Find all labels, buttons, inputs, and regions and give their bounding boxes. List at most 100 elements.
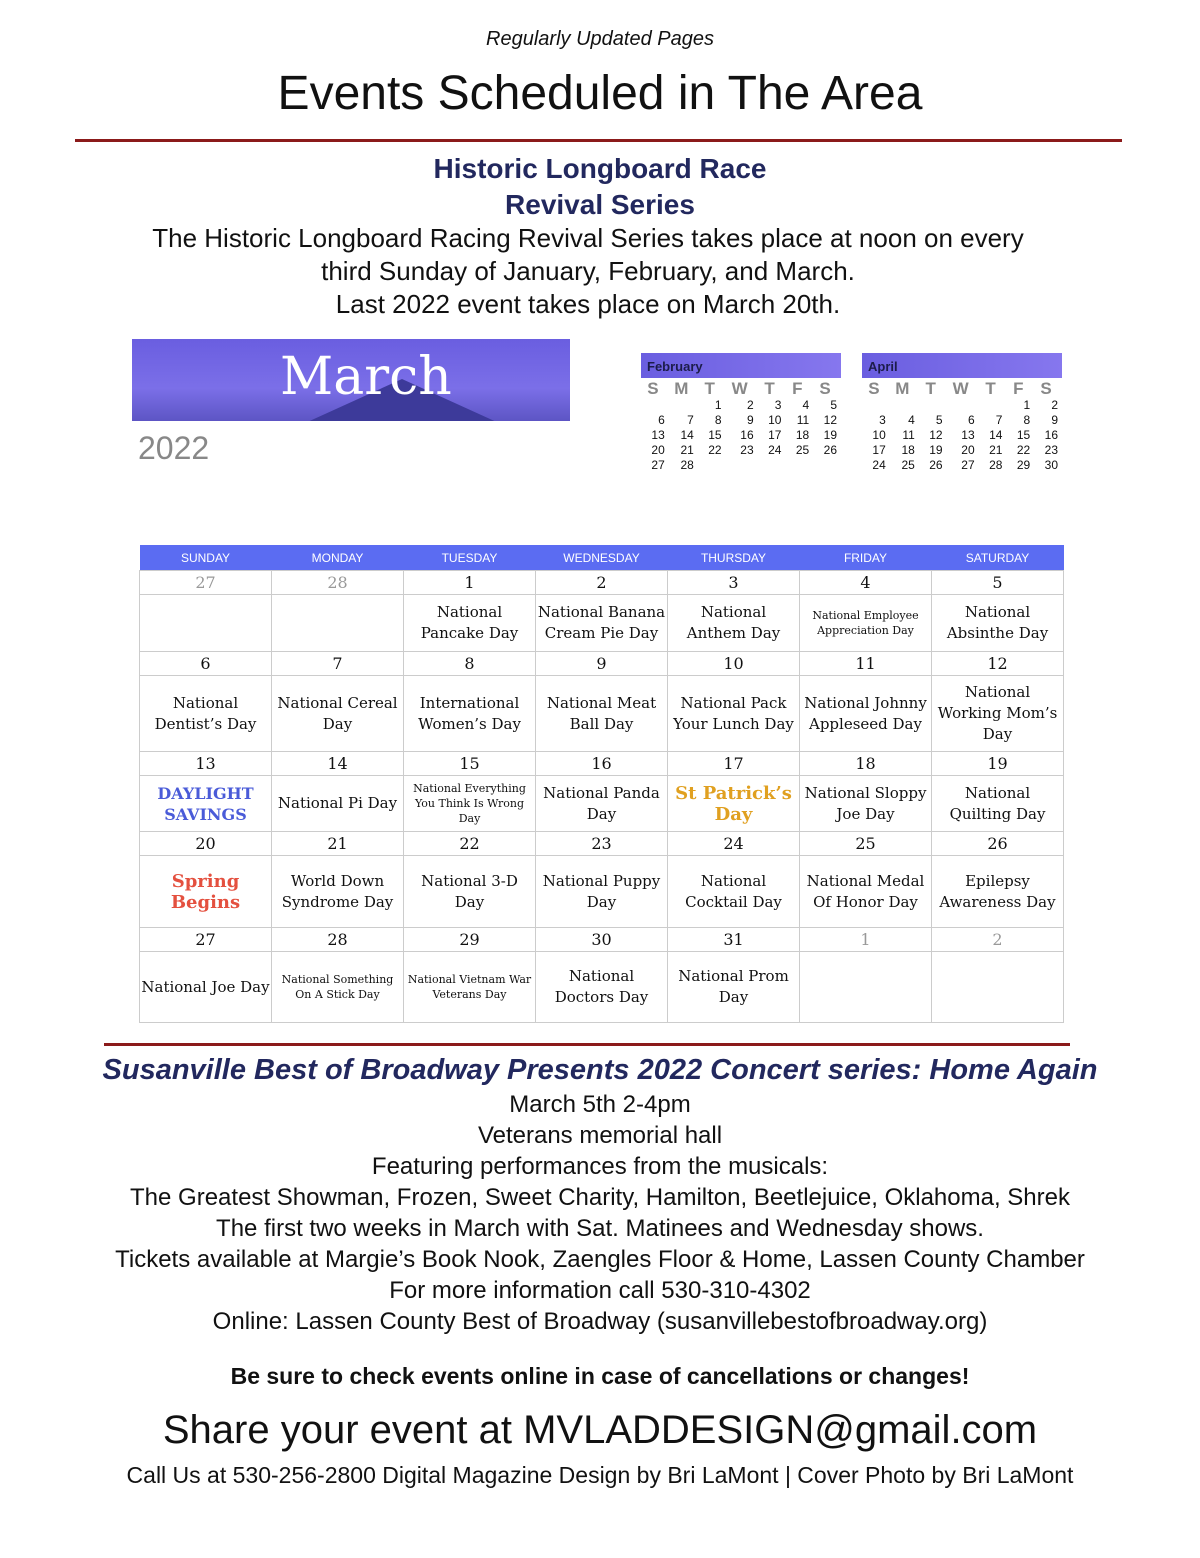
- mini-day: [890, 398, 919, 413]
- event-cell: Epilepsy Awareness Day: [931, 855, 1064, 928]
- mini-day: [785, 458, 813, 473]
- event-cell: National Something On A Stick Day: [271, 951, 404, 1023]
- mini-day: 24: [768, 443, 782, 457]
- date-cell: 23: [535, 831, 668, 856]
- date-cell: 30: [535, 927, 668, 952]
- broadway-details: March 5th 2-4pm Veterans memorial hall Fea…: [0, 1089, 1200, 1337]
- event-cell: National Anthem Day: [667, 594, 800, 652]
- event-cell: National 3-D Day: [403, 855, 536, 928]
- date-cell: 31: [667, 927, 800, 952]
- event-cell: National Working Mom’s Day: [931, 675, 1064, 752]
- weekday-header: MONDAY: [271, 545, 404, 571]
- event-cell: National Vietnam War Veterans Day: [403, 951, 536, 1023]
- mini-day: 6: [658, 413, 665, 427]
- weekday-label: F: [1013, 378, 1024, 398]
- event-cell: National Medal Of Honor Day: [799, 855, 932, 928]
- weekday-label: T: [704, 378, 715, 398]
- weekday-label: S: [819, 378, 831, 398]
- date-cell: 26: [931, 831, 1064, 856]
- mini-calendar-title: February: [641, 353, 841, 378]
- longboard-title: Historic Longboard Race: [433, 153, 767, 184]
- date-cell: 27: [139, 927, 272, 952]
- mini-day: 14: [989, 428, 1003, 442]
- mini-day: 9: [1051, 413, 1058, 427]
- mini-day: 28: [989, 458, 1003, 472]
- month-name: March: [280, 347, 452, 407]
- weekday-label: F: [792, 378, 803, 398]
- event-cell: [271, 594, 404, 652]
- mini-day: 24: [872, 458, 886, 472]
- mini-day: 8: [714, 413, 722, 427]
- date-cell: 21: [271, 831, 404, 856]
- mountain-image: [292, 379, 512, 421]
- mini-calendar-april: April S M T W T F S 1 2 3 4 5 6 7 8 9 10 11 12 13 14 15 16 17 18 1…: [862, 353, 1062, 473]
- weekday-header: SUNDAY: [139, 545, 272, 571]
- date-cell: 29: [403, 927, 536, 952]
- event-cell: National Pi Day: [271, 775, 404, 832]
- mini-day: [919, 398, 947, 413]
- mini-day: 2: [1051, 398, 1058, 412]
- date-cell: 1: [403, 570, 536, 595]
- event-cell: National Meat Ball Day: [535, 675, 668, 752]
- mini-day: 6: [967, 413, 975, 427]
- mini-day: 19: [929, 443, 943, 457]
- mini-day: 16: [740, 428, 754, 442]
- date-cell: 17: [667, 751, 800, 776]
- mini-day: 15: [1016, 428, 1031, 442]
- date-cell: 8: [403, 651, 536, 676]
- text-line: For more information call 530-310-4302: [389, 1277, 811, 1304]
- event-cell: National Banana Cream Pie Day: [535, 594, 668, 652]
- mini-day: 20: [651, 443, 665, 457]
- mini-day: 22: [708, 443, 722, 457]
- weekday-label: S: [647, 378, 659, 398]
- mini-day: [862, 398, 890, 413]
- event-cell: National Employee Appreciation Day: [799, 594, 932, 652]
- mini-day: 13: [961, 428, 975, 442]
- mini-day: 1: [1023, 398, 1031, 412]
- mini-day: 18: [901, 443, 915, 457]
- date-cell: 7: [271, 651, 404, 676]
- cancellation-warning: Be sure to check events online in case o…: [230, 1363, 970, 1389]
- page-title: Events Scheduled in The Area: [277, 67, 923, 120]
- mini-day: 15: [708, 428, 722, 442]
- page-subtitle: Regularly Updated Pages: [486, 28, 714, 50]
- mini-day: [726, 458, 758, 473]
- mini-day: 26: [823, 443, 837, 457]
- event-cell: National Pack Your Lunch Day: [667, 675, 800, 752]
- event-cell: World Down Syndrome Day: [271, 855, 404, 928]
- mini-day: 11: [902, 428, 915, 442]
- mini-day: 3: [879, 413, 886, 427]
- text-line: Featuring performances from the musicals…: [371, 1153, 829, 1180]
- credits-line: Call Us at 530-256-2800 Digital Magazine…: [126, 1462, 1074, 1488]
- date-cell: 4: [799, 570, 932, 595]
- date-cell: 24: [667, 831, 800, 856]
- date-cell: 1: [799, 927, 932, 952]
- longboard-subtitle: Revival Series: [505, 189, 695, 220]
- mini-day: 14: [680, 428, 694, 442]
- date-cell: 5: [931, 570, 1064, 595]
- event-cell: National Johnny Appleseed Day: [799, 675, 932, 752]
- mini-day: 29: [1016, 458, 1031, 472]
- mini-day: 4: [802, 398, 810, 412]
- weekday-label: M: [674, 378, 689, 398]
- share-event-line[interactable]: Share your event at MVLADDESIGN@gmail.co…: [162, 1408, 1038, 1452]
- mini-day: [813, 458, 841, 473]
- weekday-label: T: [985, 378, 996, 398]
- mini-day: [641, 398, 669, 413]
- mini-day: 22: [1016, 443, 1031, 457]
- event-cell: [931, 951, 1064, 1023]
- mini-day: 1: [714, 398, 722, 412]
- event-cell: National Absinthe Day: [931, 594, 1064, 652]
- mini-day: 21: [680, 443, 694, 457]
- weekday-header: THURSDAY: [667, 545, 800, 571]
- event-cell: National Prom Day: [667, 951, 800, 1023]
- mini-day: [698, 458, 726, 473]
- mini-day: 23: [1044, 443, 1058, 457]
- text-line: March 5th 2-4pm: [509, 1091, 691, 1118]
- weekday-label: T: [764, 378, 775, 398]
- event-cell: National Sloppy Joe Day: [799, 775, 932, 832]
- mini-day: 4: [908, 413, 915, 427]
- mini-day: [979, 398, 1007, 413]
- mini-day: 23: [740, 443, 754, 457]
- weekday-header: FRIDAY: [799, 545, 932, 571]
